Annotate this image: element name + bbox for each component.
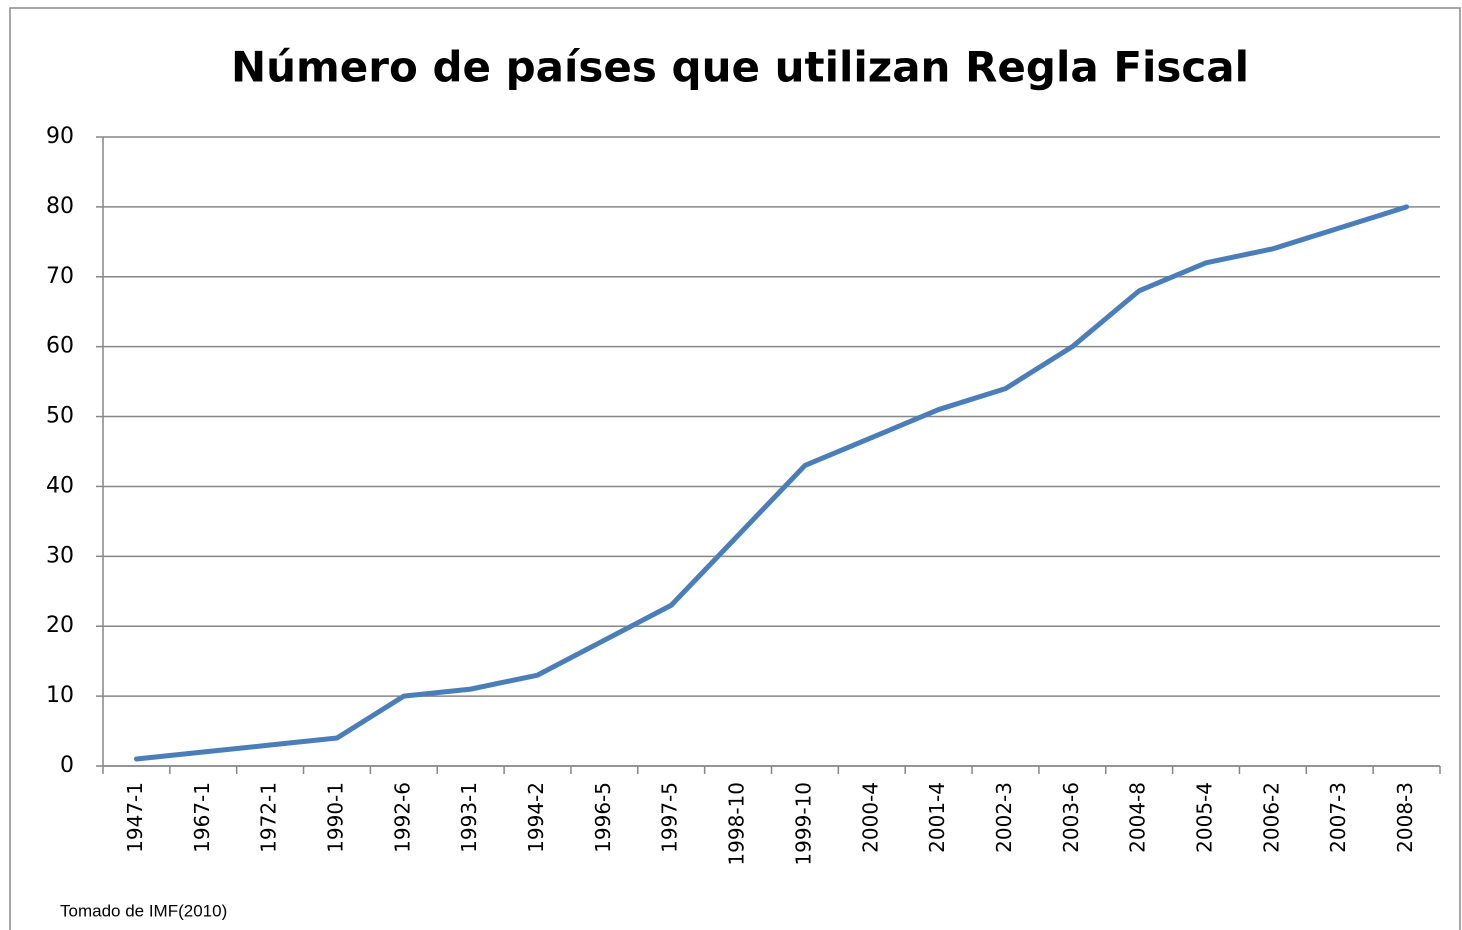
x-tick-label: 1972-1 [257,782,281,853]
x-tick-label: 1998-10 [725,782,749,866]
data-line [133,204,1410,762]
x-tick-label: 1993-1 [457,782,481,853]
chart-border [9,7,1461,930]
x-tick-label: 1999-10 [791,782,815,866]
x-tick-label: 1967-1 [190,782,214,853]
y-tick-label: 60 [46,334,74,359]
y-tick-label: 90 [46,124,74,149]
x-tick-label: 2000-4 [858,782,882,853]
x-tick-label: 1994-2 [524,782,548,853]
y-tick-label: 20 [46,613,74,638]
y-tick-label: 70 [46,264,74,289]
x-tick-label: 1996-5 [591,782,615,853]
y-tick-label: 40 [46,473,74,498]
y-tick-label: 80 [46,194,74,219]
x-tick-label: 2005-4 [1193,782,1217,853]
x-tick-label: 2002-3 [992,782,1016,853]
x-tick-label: 2001-4 [925,782,949,853]
source-note: Tomado de IMF(2010) [60,901,227,920]
x-tick-label: 1947-1 [123,782,147,853]
chart-title: Número de países que utilizan Regla Fisc… [231,43,1249,92]
x-tick-label: 2008-3 [1393,782,1417,853]
x-tick-label: 2006-2 [1259,782,1283,853]
y-tick-label: 30 [46,543,74,568]
x-tick-label: 2004-8 [1126,782,1150,853]
x-tick-label: 1992-6 [390,782,414,853]
x-tick-label: 2003-6 [1059,782,1083,853]
x-tick-label: 1990-1 [323,782,347,853]
x-tick-label: 2007-3 [1326,782,1350,853]
y-tick-label: 0 [60,753,74,778]
y-tick-label: 10 [46,683,74,708]
y-tick-label: 50 [46,404,74,429]
x-tick-label: 1997-5 [658,782,682,853]
